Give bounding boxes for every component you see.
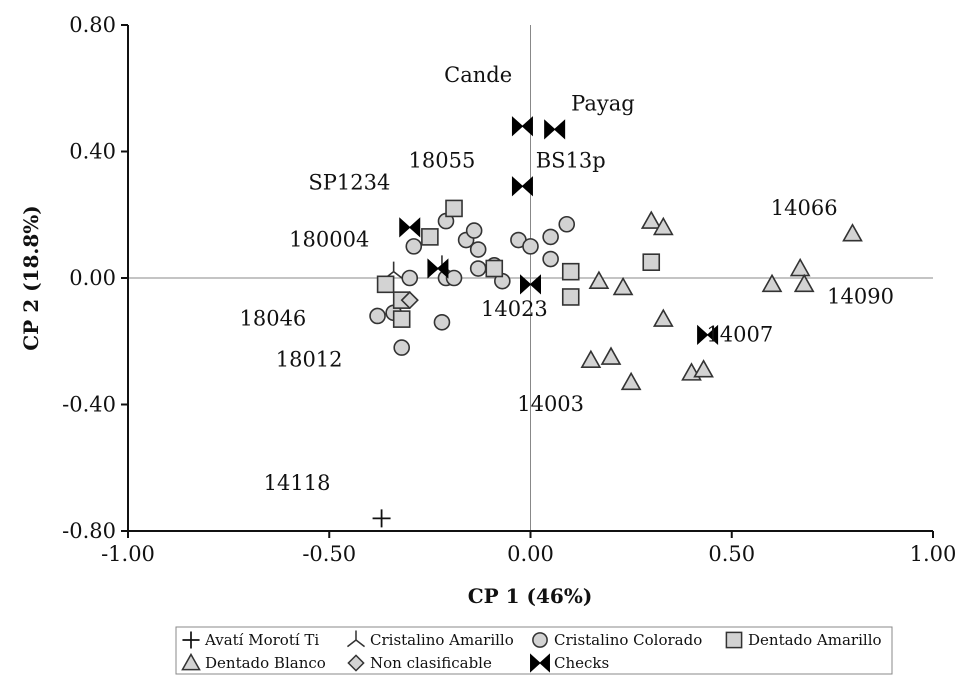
data-point-triangle (620, 371, 642, 391)
reference-lines (128, 25, 933, 531)
data-point-circle (469, 241, 487, 258)
y-tick-label: -0.80 (62, 519, 116, 543)
y-tick-label: 0.00 (69, 266, 116, 290)
data-point-circle (465, 222, 483, 239)
data-point-square (561, 262, 580, 281)
data-point-diamond (400, 291, 419, 310)
point-label: 14003 (517, 392, 584, 416)
data-point-triangle (640, 210, 662, 229)
point-label: 14007 (706, 322, 773, 346)
data-point-triangle (600, 346, 622, 365)
data-point-square (642, 253, 661, 271)
data-point-bowtie (511, 176, 533, 197)
legend-marker-tri-star (346, 630, 366, 648)
y-axis-title: CP 2 (18.8%) (19, 205, 43, 350)
point-label: BS13p (536, 148, 606, 172)
data-point-triangle (693, 359, 714, 378)
data-point-bowtie (697, 324, 719, 346)
data-point-circle (393, 339, 411, 356)
data-point-circle (445, 269, 463, 287)
data-point-bowtie (544, 119, 566, 140)
data-point-circle (522, 238, 539, 255)
data-point-square (376, 275, 395, 294)
legend-marker-circle (532, 632, 548, 648)
legend-marker-square (725, 631, 743, 649)
x-tick-label: 0.00 (507, 542, 554, 566)
data-point-bowtie (511, 116, 533, 137)
point-label: 14090 (827, 284, 894, 308)
point-label: 14066 (771, 196, 838, 220)
x-tick-label: -0.50 (302, 542, 356, 566)
legend-marker-triangle (181, 652, 201, 671)
data-point-triangle (652, 308, 674, 327)
x-tick-label: 0.50 (708, 542, 755, 566)
legend-box (175, 626, 893, 675)
y-tick-label: -0.40 (62, 393, 116, 417)
legend-label: Avatí Morotí Ti (204, 631, 319, 649)
data-point-bowtie (399, 217, 421, 238)
point-label: Payag (571, 91, 635, 115)
point-annotations: Cande Payag BS13p 18055 SP1234 14066 180004 140… (239, 63, 893, 495)
point-label: 18046 (239, 306, 306, 330)
x-tick-label: -1.00 (101, 542, 155, 566)
data-point-triangle (652, 216, 674, 236)
data-point-triangle (789, 257, 811, 277)
data-point-circle (542, 228, 559, 246)
data-point-triangle (580, 349, 602, 369)
legend: Avatí Morotí Ti Cristalino Amarillo Crista… (175, 626, 893, 675)
data-point-plus (372, 509, 391, 528)
point-label: 18055 (409, 148, 476, 172)
data-point-bowtie (520, 274, 541, 295)
legend-label: Dentado Blanco (205, 654, 326, 672)
point-label: 18012 (276, 348, 343, 372)
legend-label: Cristalino Amarillo (370, 631, 514, 649)
data-point-triangle (842, 223, 863, 242)
x-axis-title: CP 1 (46%) (468, 584, 593, 608)
data-point-circle (405, 238, 423, 255)
data-point-square (392, 310, 411, 328)
data-point-bowtie (427, 258, 449, 279)
legend-label: Non clasificable (370, 654, 492, 672)
point-label: SP1234 (308, 170, 390, 194)
legend-label: Dentado Amarillo (748, 631, 882, 649)
y-tick-label: 0.80 (69, 13, 116, 37)
data-point-square (421, 228, 439, 246)
data-point-square (561, 288, 580, 306)
data-point-triangle (612, 276, 634, 296)
legend-marker-bowtie (530, 653, 550, 673)
data-point-triangle (761, 273, 783, 293)
data-point-circle (369, 307, 386, 325)
legend-label: Cristalino Colorado (554, 631, 702, 649)
data-point-triangle (793, 273, 815, 293)
data-point-circle (469, 260, 487, 277)
x-tick-label: 1.00 (910, 542, 957, 566)
legend-marker-diamond (347, 654, 365, 672)
point-label: 180004 (289, 227, 369, 251)
data-point-triangle (588, 270, 610, 289)
data-point-circle (558, 215, 576, 233)
point-label: Cande (444, 63, 512, 87)
legend-label: Checks (554, 654, 609, 672)
point-label: 14023 (481, 297, 548, 321)
data-point-circle (433, 313, 451, 331)
data-point-square (445, 199, 463, 218)
data-point-square (485, 259, 504, 278)
data-point-circle (401, 269, 419, 287)
legend-marker-plus (182, 631, 200, 649)
point-label: 14118 (264, 471, 331, 495)
y-tick-label: 0.40 (69, 140, 116, 164)
data-points (369, 116, 863, 528)
data-point-circle (542, 250, 559, 268)
ticks: -1.00 -0.50 0.00 0.50 1.00 0.80 0.40 0.00 -0.40 -… (62, 13, 956, 566)
